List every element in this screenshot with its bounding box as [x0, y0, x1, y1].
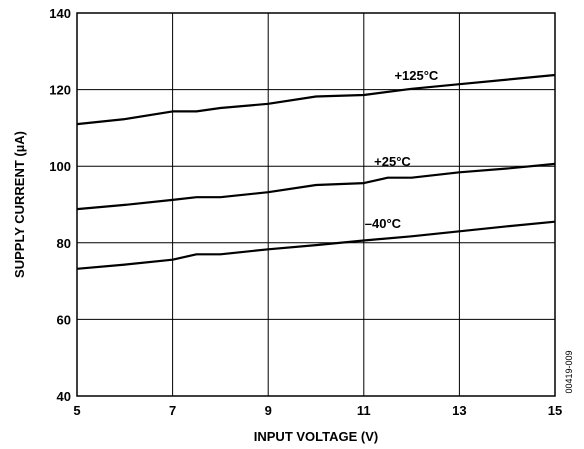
series-line: [76, 220, 556, 270]
x-tick-label: 11: [357, 403, 371, 418]
y-tick-label: 60: [57, 312, 71, 327]
x-tick-label: 15: [548, 403, 562, 418]
series-label: +125°C: [394, 68, 438, 83]
x-axis-title: INPUT VOLTAGE (V): [254, 429, 378, 444]
x-tick-label: 13: [452, 403, 466, 418]
series-labels: +125°C +25°C –40°C: [365, 68, 439, 231]
series-layer: [76, 73, 556, 270]
y-tick-label: 140: [49, 6, 71, 21]
y-tick-label: 100: [49, 159, 71, 174]
y-tick-label: 40: [57, 389, 71, 404]
y-axis-title: SUPPLY CURRENT (µA): [12, 131, 27, 278]
y-tick-label: 80: [57, 236, 71, 251]
series-label: +25°C: [374, 154, 411, 169]
series-label: –40°C: [365, 216, 402, 231]
series-line: [76, 73, 556, 126]
x-tick-label: 5: [73, 403, 80, 418]
series-line: [76, 162, 556, 211]
y-tick-labels: 40 60 80 100 120 140: [49, 6, 71, 404]
x-tick-labels: 5 7 9 11 13 15: [73, 403, 562, 418]
grid-layer: [76, 12, 556, 397]
figure-id: 00419-009: [564, 350, 574, 393]
y-tick-label: 120: [49, 83, 71, 98]
plot-frame: [76, 12, 556, 397]
x-tick-label: 9: [265, 403, 272, 418]
x-tick-label: 7: [169, 403, 176, 418]
